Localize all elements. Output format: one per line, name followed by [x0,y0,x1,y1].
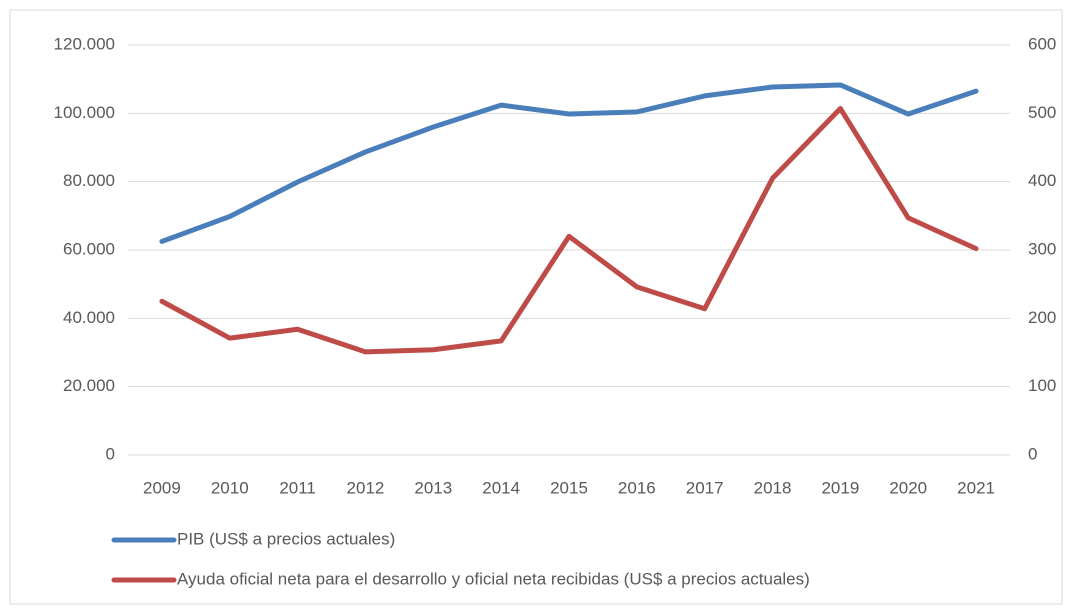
y2-tick-label: 400 [1028,171,1056,190]
x-tick-label: 2016 [618,478,656,497]
y2-tick-label: 100 [1028,376,1056,395]
x-tick-label: 2021 [957,478,995,497]
x-tick-label: 2019 [821,478,859,497]
data-line [159,106,979,355]
x-tick-label: 2009 [143,478,181,497]
y-tick-label: 60.000 [63,239,115,258]
y-tick-label: 40.000 [63,308,115,327]
data-line [159,82,979,244]
y2-tick-label: 0 [1028,444,1037,463]
x-tick-label: 2011 [279,478,316,497]
x-tick-label: 2013 [414,478,452,497]
x-tick-label: 2010 [211,478,249,497]
x-tick-label: 2018 [754,478,792,497]
y2-tick-label: 300 [1028,239,1056,258]
x-tick-label: 2012 [347,478,385,497]
y2-tick-label: 500 [1028,103,1056,122]
y-tick-label: 80.000 [63,171,115,190]
legend-label: Ayuda oficial neta para el desarrollo y … [177,569,810,588]
legend-label: PIB (US$ a precios actuales) [177,529,395,548]
x-tick-label: 2020 [889,478,927,497]
y2-tick-label: 200 [1028,308,1056,327]
y-tick-label: 120.000 [54,34,115,53]
x-tick-label: 2014 [482,478,520,497]
y2-tick-label: 600 [1028,34,1056,53]
x-tick-label: 2015 [550,478,588,497]
y-tick-label: 100.000 [54,103,115,122]
x-tick-label: 2017 [686,478,724,497]
y-tick-label: 20.000 [63,376,115,395]
y-tick-label: 0 [106,444,115,463]
